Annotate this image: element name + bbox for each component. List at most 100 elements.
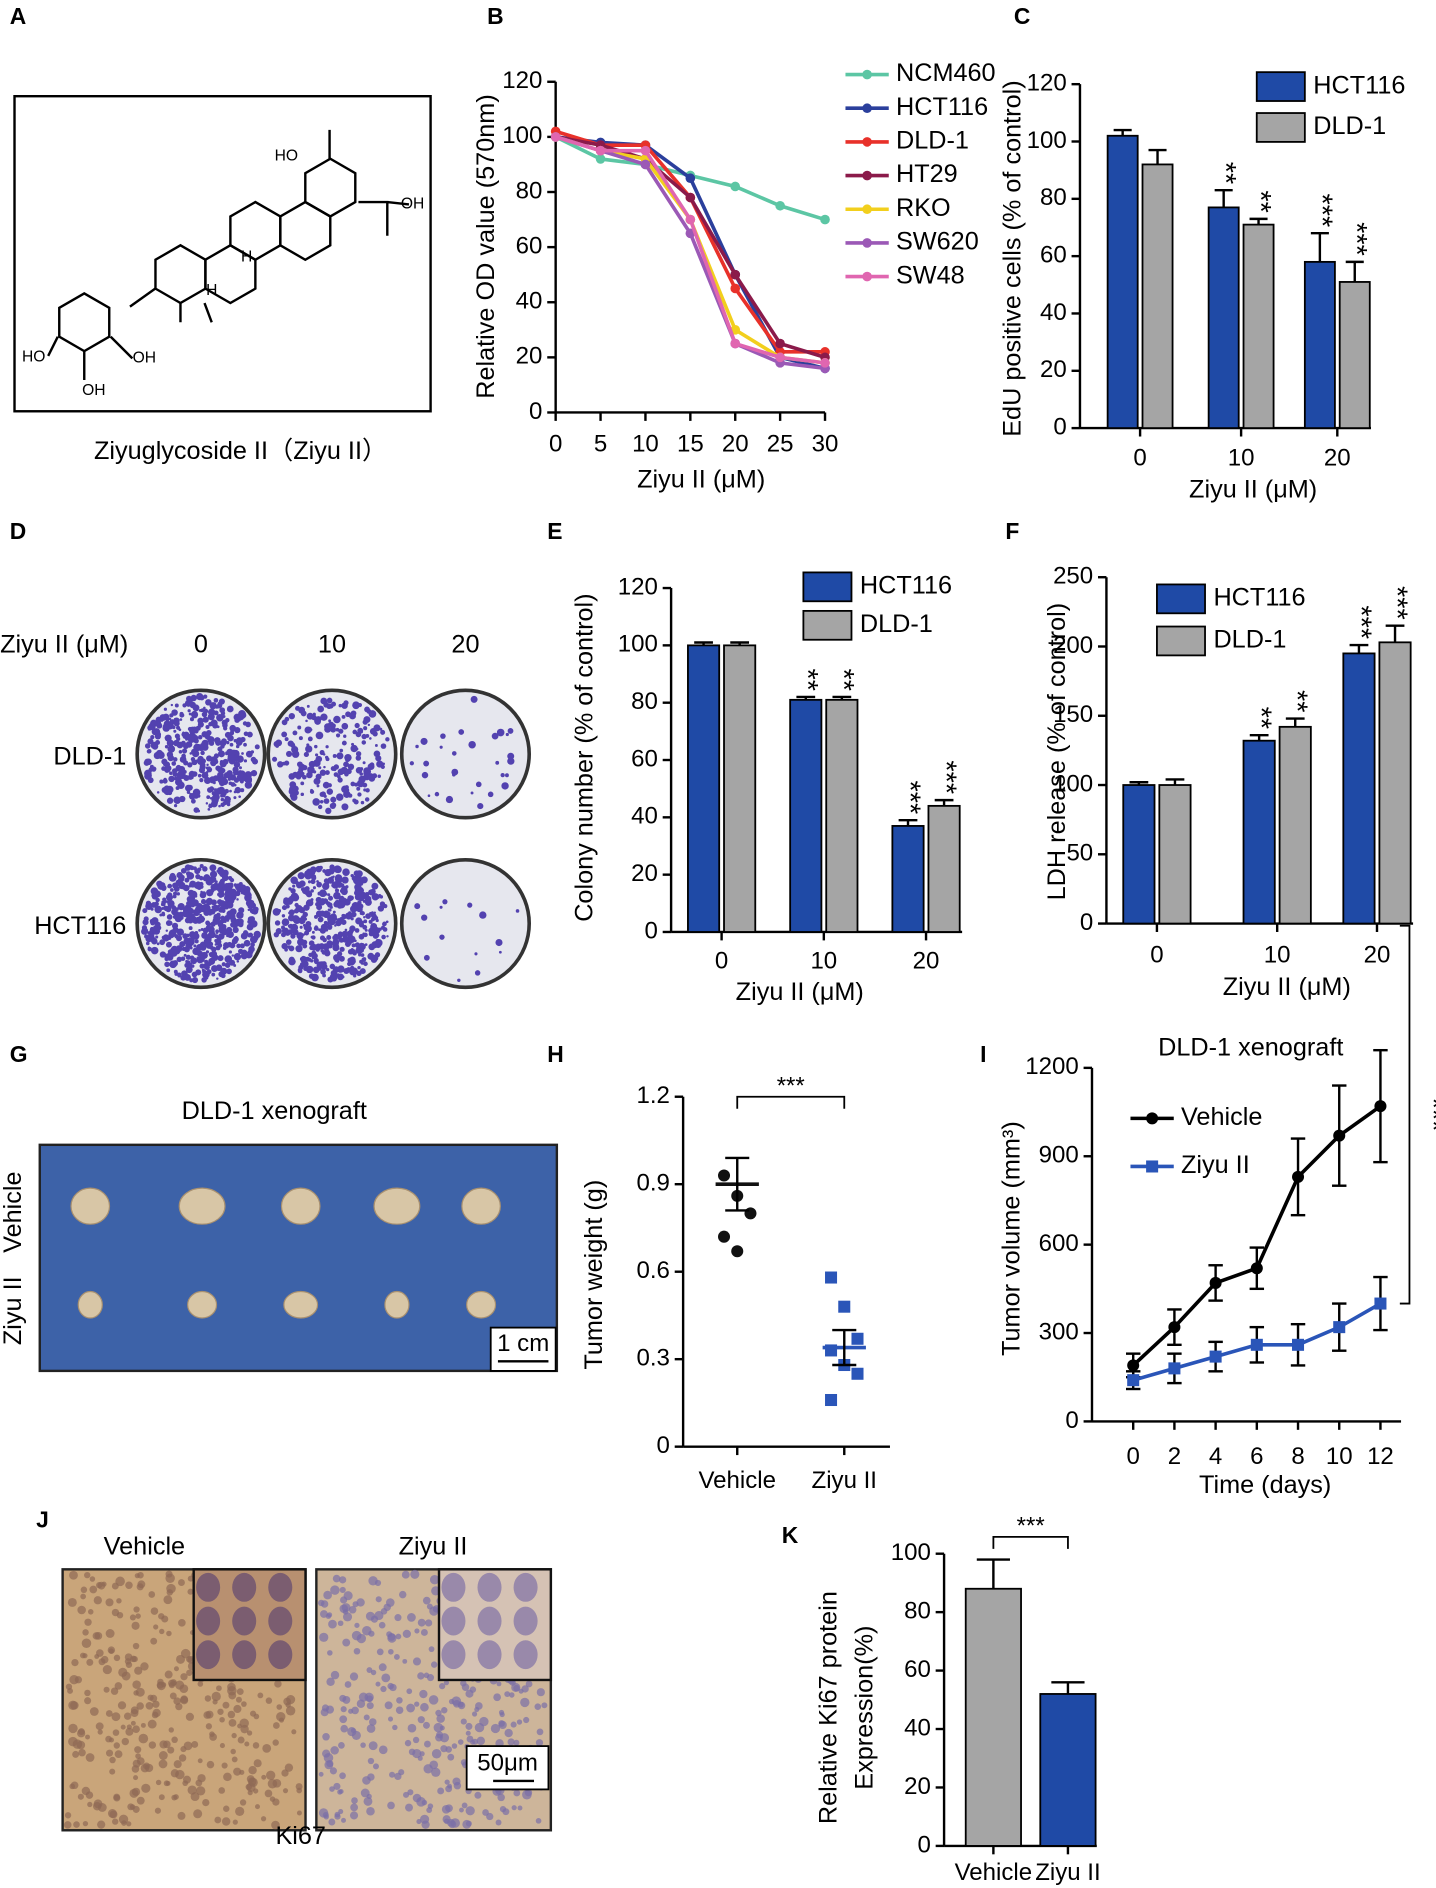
colony — [285, 939, 292, 945]
cell — [248, 1777, 258, 1787]
colony — [226, 941, 233, 948]
colony — [289, 912, 294, 917]
cell — [447, 1783, 453, 1789]
cell — [535, 1739, 544, 1747]
colony — [238, 907, 245, 914]
cell — [362, 1776, 371, 1785]
y-tick-label: 40 — [631, 803, 658, 830]
cell — [462, 1819, 472, 1829]
colony — [359, 948, 364, 953]
colony — [219, 752, 224, 757]
colony — [185, 954, 191, 960]
cell — [193, 1809, 203, 1819]
marker — [1127, 1359, 1140, 1372]
colony — [339, 932, 344, 937]
cell — [426, 1674, 435, 1682]
nucleus — [513, 1572, 538, 1602]
colony — [316, 784, 320, 788]
colony — [155, 935, 159, 939]
colony — [344, 928, 348, 932]
y-tick-label: 0 — [1065, 1407, 1078, 1434]
cell — [129, 1788, 139, 1798]
nucleus — [232, 1606, 257, 1636]
colony — [219, 919, 224, 925]
colony — [196, 902, 203, 910]
cell — [419, 1751, 425, 1757]
colony — [333, 865, 342, 873]
cell — [465, 1806, 475, 1816]
colony — [144, 758, 150, 765]
colony — [325, 901, 331, 906]
colony — [189, 792, 192, 796]
colony — [323, 798, 330, 804]
colony — [319, 769, 327, 776]
colony — [317, 916, 324, 923]
marker — [640, 159, 651, 170]
cell — [350, 1803, 358, 1812]
colony — [200, 708, 205, 712]
colony — [185, 784, 192, 792]
colony — [188, 897, 194, 902]
cell — [262, 1743, 272, 1753]
colony — [477, 802, 484, 810]
colony — [247, 933, 252, 938]
column-label: 10 — [318, 630, 346, 658]
colony — [172, 914, 177, 919]
legend-swatch — [1156, 625, 1206, 657]
cell — [168, 1727, 174, 1733]
legend-label: HCT116 — [896, 93, 988, 121]
colony — [207, 736, 215, 744]
colony — [155, 749, 163, 757]
colony — [334, 888, 340, 893]
colony — [348, 956, 356, 964]
colony — [277, 909, 282, 913]
colony — [348, 793, 353, 798]
cell — [217, 1708, 224, 1715]
colony — [217, 701, 223, 707]
colony — [326, 940, 333, 947]
cell — [235, 1806, 245, 1816]
colony — [297, 725, 302, 730]
colony — [147, 738, 154, 745]
cell — [114, 1682, 123, 1690]
column-label: Ziyu II — [399, 1532, 468, 1560]
cell — [363, 1714, 370, 1721]
significance: ** — [1209, 162, 1241, 184]
colony — [468, 740, 476, 749]
colony — [217, 892, 222, 897]
colony — [163, 906, 169, 912]
colony — [189, 717, 195, 722]
cell — [140, 1662, 149, 1671]
colony — [318, 928, 321, 932]
significance: ** — [1281, 690, 1313, 712]
cell — [158, 1794, 165, 1801]
colony — [298, 880, 306, 887]
panel-letter: D — [10, 518, 27, 544]
colony — [289, 742, 296, 748]
cell — [351, 1706, 359, 1715]
cell — [521, 1685, 529, 1693]
colony — [343, 761, 349, 768]
colony — [235, 924, 238, 928]
cell — [436, 1714, 445, 1723]
colony — [214, 737, 221, 744]
cell — [417, 1618, 426, 1627]
series-line — [555, 129, 826, 354]
colony — [173, 969, 178, 974]
cell — [159, 1740, 168, 1749]
cell — [178, 1579, 185, 1586]
x-tick-label: Ziyu II — [812, 1467, 877, 1494]
cell — [129, 1614, 136, 1621]
colony — [350, 873, 354, 878]
cell — [541, 1702, 548, 1709]
colony — [248, 945, 255, 953]
colony — [284, 716, 290, 722]
colony — [226, 901, 234, 909]
colony — [306, 704, 310, 708]
cell — [233, 1767, 242, 1776]
cell — [366, 1702, 374, 1710]
y-tick-label: 60 — [631, 745, 658, 772]
colony — [324, 725, 332, 733]
cell — [523, 1716, 530, 1724]
